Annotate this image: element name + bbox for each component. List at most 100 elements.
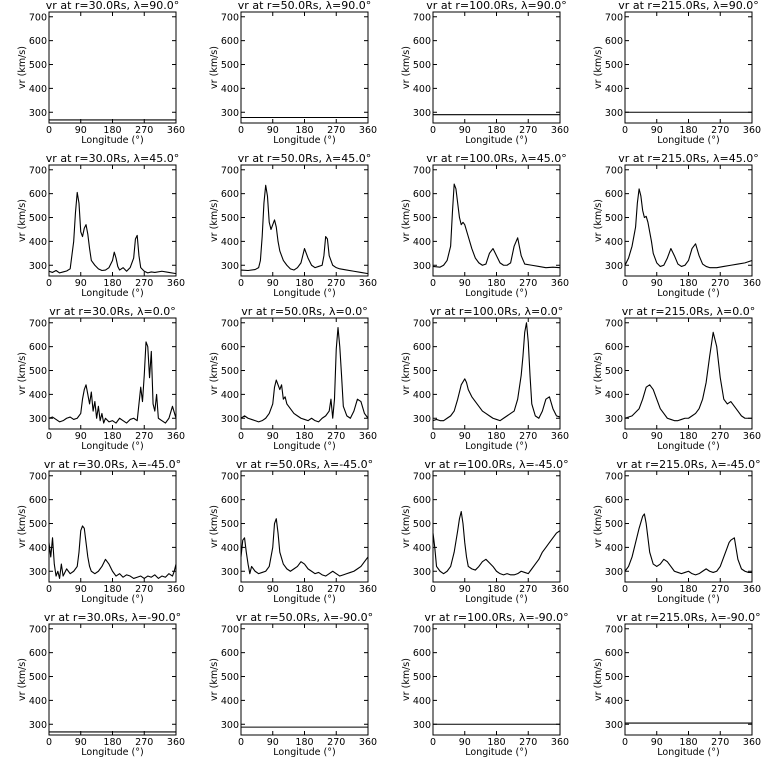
x-axis-label: Longitude (°) [465,288,527,299]
y-tick-label: 700 [29,12,47,23]
x-tick-label: 90 [651,584,663,595]
plot-frame [624,470,753,583]
y-axis-label: vr (km/s) [17,199,28,242]
y-tick-label: 500 [221,672,239,683]
y-tick-label: 600 [413,36,431,47]
plot-frame [624,317,753,430]
x-tick-label: 180 [103,431,121,442]
x-axis-label: Longitude (°) [81,441,143,452]
speed-profile-line [240,184,369,275]
y-axis-label: vr (km/s) [401,658,412,701]
x-tick-label: 0 [622,584,628,595]
plot-frame [240,470,369,583]
x-tick-label: 90 [459,278,471,289]
x-tick-label: 180 [487,737,505,748]
y-tick-label: 400 [221,390,239,401]
plot-frame [48,11,177,124]
y-tick-label: 500 [413,213,431,224]
x-tick-label: 90 [459,125,471,136]
chart-panel: vr at r=30.0Rs, λ=45.0° 0 90 180 270 360 300 40… [17,152,185,299]
y-tick-label: 600 [29,648,47,659]
y-tick-label: 400 [413,543,431,554]
plot-frame [432,623,561,736]
x-tick-label: 0 [238,125,244,136]
x-tick-label: 0 [46,278,52,289]
y-axis-label: vr (km/s) [17,352,28,395]
y-tick-label: 300 [29,108,47,119]
y-tick-label: 700 [29,165,47,176]
y-tick-label: 600 [221,36,239,47]
x-tick-label: 180 [103,737,121,748]
y-axis-label: vr (km/s) [401,46,412,89]
y-tick-label: 500 [29,366,47,377]
y-tick-label: 700 [605,165,623,176]
x-tick-label: 270 [519,737,537,748]
plot-frame [240,11,369,124]
x-tick-label: 270 [519,584,537,595]
panel-title: vr at r=50.0Rs, λ=45.0° [238,152,371,165]
x-axis-label: Longitude (°) [657,747,719,758]
y-tick-label: 400 [413,84,431,95]
x-tick-label: 90 [267,125,279,136]
y-tick-label: 500 [221,519,239,530]
x-tick-label: 270 [135,278,153,289]
x-tick-label: 270 [519,431,537,442]
panel-title: vr at r=215.0Rs, λ=-45.0° [616,458,760,471]
y-tick-label: 600 [605,648,623,659]
panel-title: vr at r=215.0Rs, λ=-90.0° [616,611,760,624]
y-tick-label: 500 [413,519,431,530]
plot-frame [432,317,561,430]
x-tick-label: 270 [519,125,537,136]
x-tick-label: 90 [75,431,87,442]
x-tick-label: 360 [167,125,185,136]
y-axis-label: vr (km/s) [401,199,412,242]
x-tick-label: 360 [743,278,761,289]
x-tick-label: 0 [622,278,628,289]
speed-profile-line [48,191,177,275]
chart-panel: vr at r=50.0Rs, λ=0.0° 0 90 180 270 360 300 400… [209,305,377,452]
y-tick-label: 700 [413,318,431,329]
panel-title: vr at r=30.0Rs, λ=0.0° [49,305,175,318]
panel-title: vr at r=50.0Rs, λ=0.0° [241,305,367,318]
y-tick-label: 400 [221,696,239,707]
x-tick-label: 90 [75,737,87,748]
y-tick-label: 500 [605,366,623,377]
chart-panel: vr at r=30.0Rs, λ=90.0° 0 90 180 270 360 300 40… [17,0,185,146]
x-tick-label: 270 [135,431,153,442]
y-axis-label: vr (km/s) [209,46,220,89]
speed-profile-line [432,322,561,422]
x-tick-label: 90 [459,584,471,595]
y-tick-label: 300 [29,414,47,425]
speed-profile-line [48,341,177,424]
x-axis-label: Longitude (°) [81,288,143,299]
plot-frame [624,11,753,124]
y-tick-label: 300 [605,108,623,119]
x-tick-label: 90 [267,584,279,595]
y-tick-label: 700 [221,318,239,329]
x-tick-label: 180 [487,278,505,289]
x-axis-label: Longitude (°) [273,747,335,758]
panel-title: vr at r=100.0Rs, λ=45.0° [426,152,566,165]
y-tick-label: 400 [221,237,239,248]
y-tick-label: 600 [605,495,623,506]
x-tick-label: 360 [167,431,185,442]
x-tick-label: 180 [487,431,505,442]
speed-profile-line [624,188,753,269]
x-axis-label: Longitude (°) [657,594,719,605]
y-axis-label: vr (km/s) [593,658,604,701]
y-tick-label: 300 [29,261,47,272]
y-tick-label: 600 [605,36,623,47]
y-tick-label: 300 [605,720,623,731]
y-tick-label: 600 [29,495,47,506]
y-tick-label: 700 [221,624,239,635]
x-tick-label: 360 [551,431,569,442]
y-tick-label: 500 [29,60,47,71]
panel-title: vr at r=215.0Rs, λ=0.0° [622,305,755,318]
y-tick-label: 600 [221,495,239,506]
x-tick-label: 0 [622,431,628,442]
y-tick-label: 400 [29,390,47,401]
x-tick-label: 0 [622,737,628,748]
x-tick-label: 270 [711,125,729,136]
chart-panel: vr at r=215.0Rs, λ=45.0° 0 90 180 270 360 300 4… [593,152,761,299]
y-axis-label: vr (km/s) [593,505,604,548]
